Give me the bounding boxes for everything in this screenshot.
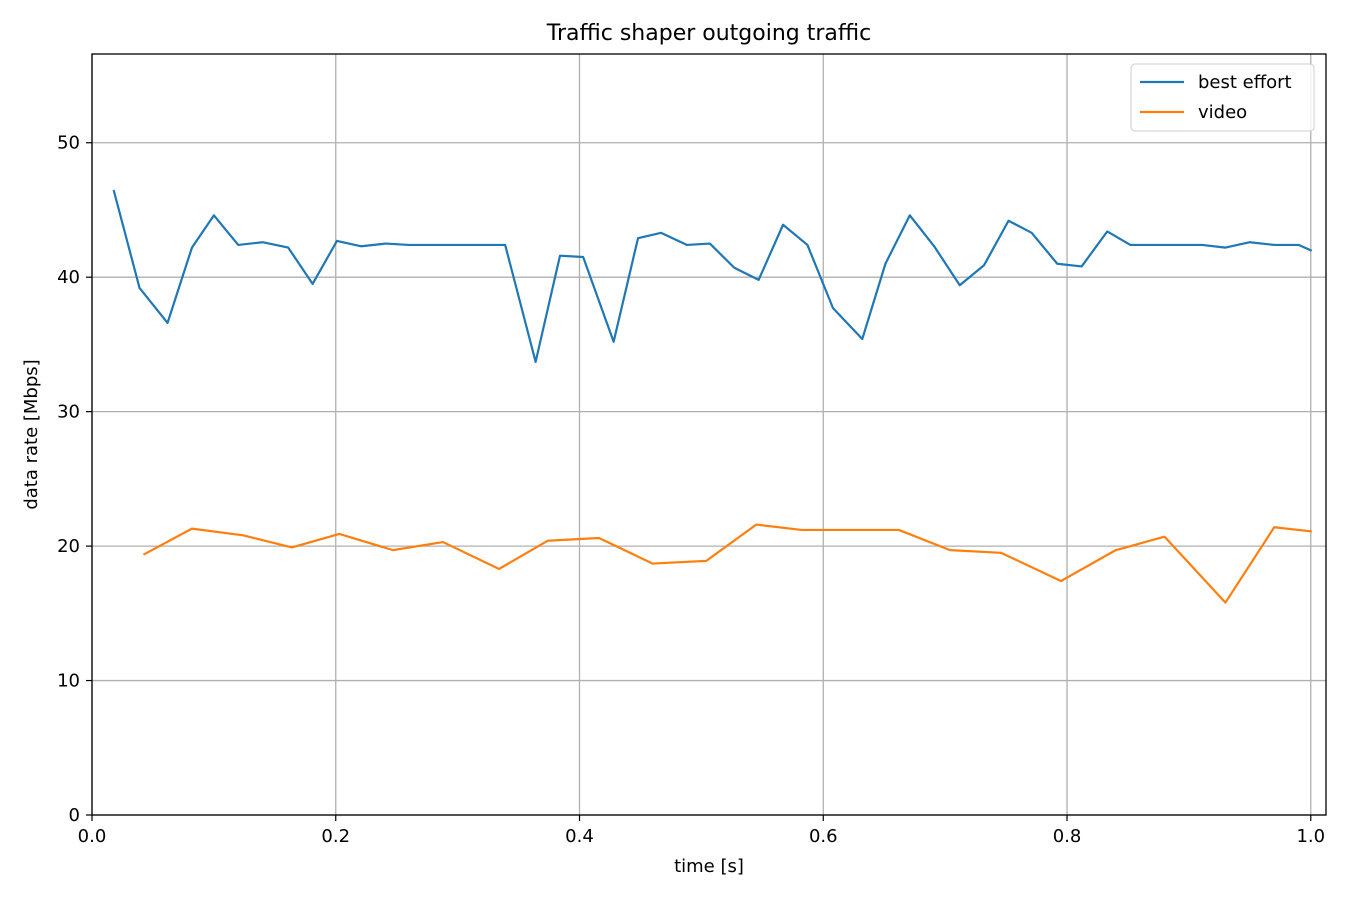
x-tick-label: 0.8	[1053, 826, 1082, 847]
y-tick-label: 30	[57, 402, 80, 423]
series-lines	[112, 189, 1313, 604]
x-tick-label: 0.0	[78, 826, 107, 847]
axis-ticks: 0.0 0.2 0.4 0.6 0.8 1.0 0 10 20 30 40 50	[57, 133, 1325, 847]
chart-title: Traffic shaper outgoing traffic	[546, 21, 872, 46]
series-line-video	[142, 523, 1312, 604]
y-tick-label: 20	[57, 536, 80, 557]
y-tick-label: 40	[57, 267, 80, 288]
x-tick-label: 1.0	[1296, 826, 1325, 847]
y-tick-label: 0	[69, 805, 80, 826]
series-line-best-effort	[112, 189, 1313, 363]
y-tick-label: 50	[57, 133, 80, 154]
y-tick-label: 10	[57, 671, 80, 692]
legend: best effort video	[1130, 63, 1315, 132]
plot-frame	[91, 53, 1327, 816]
x-tick-label: 0.6	[809, 826, 838, 847]
x-tick-label: 0.4	[565, 826, 594, 847]
legend-label-best-effort: best effort	[1198, 72, 1292, 93]
x-axis-title: time [s]	[674, 856, 744, 877]
legend-box	[1130, 63, 1315, 132]
x-tick-label: 0.2	[321, 826, 350, 847]
y-axis-title: data rate [Mbps]	[21, 359, 42, 509]
legend-label-video: video	[1198, 102, 1247, 123]
